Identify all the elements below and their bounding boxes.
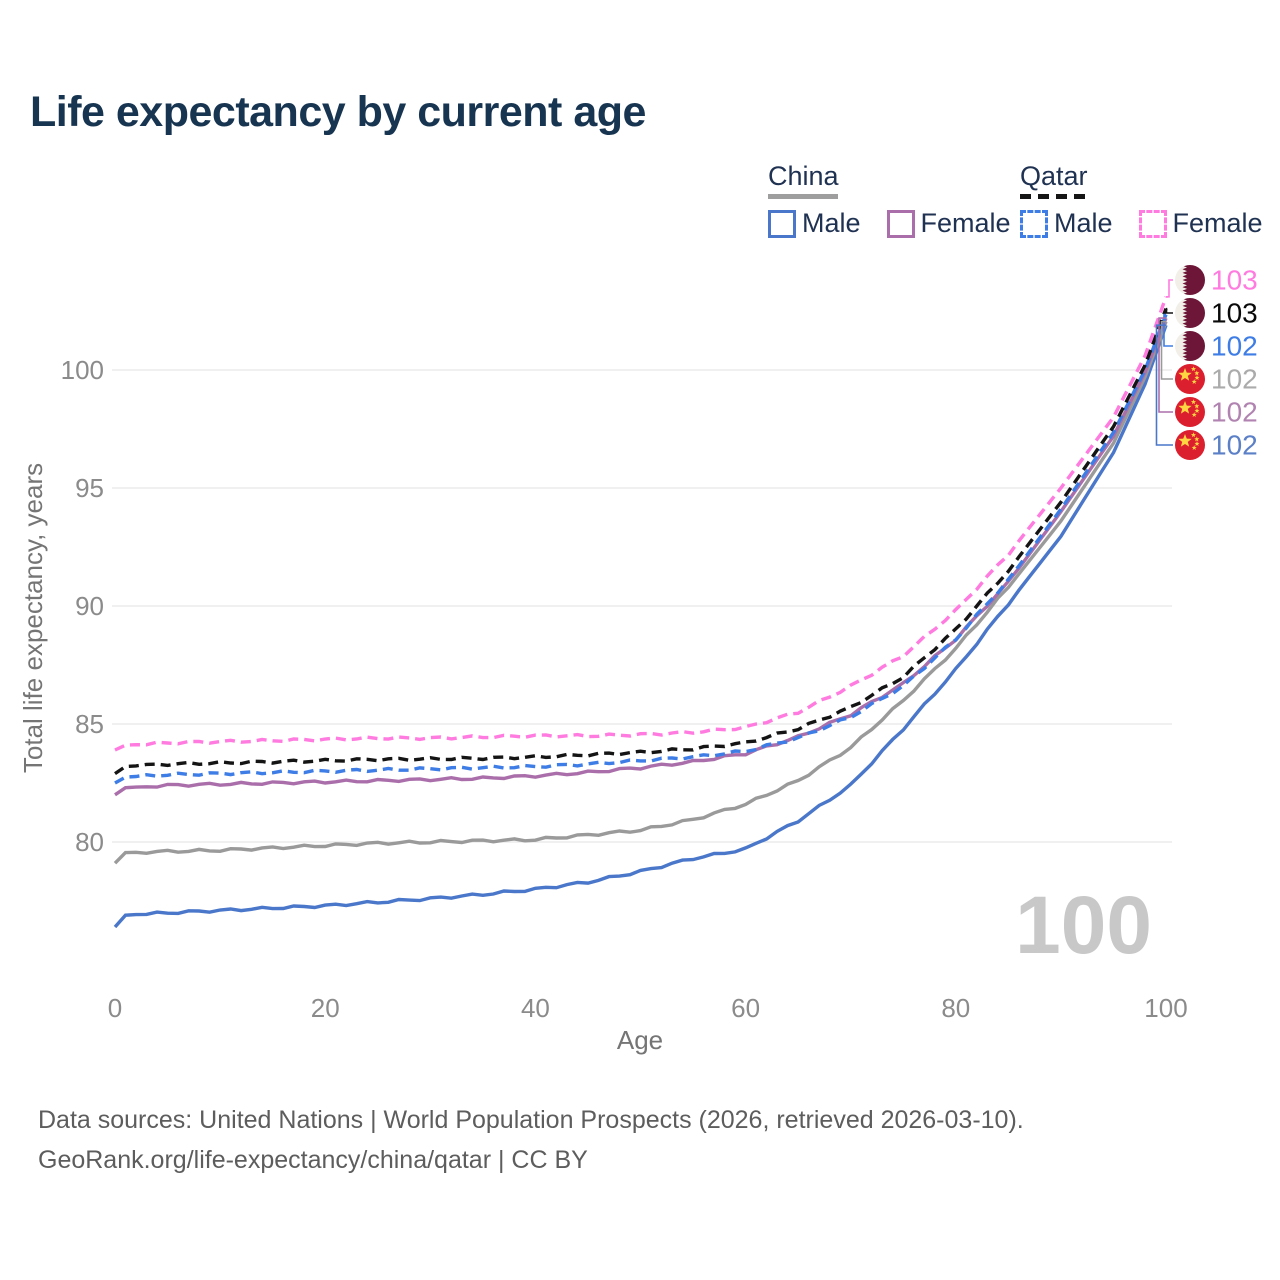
y-tick-label-85: 85 [75, 709, 104, 739]
legend-underline-qatar-dashed [1020, 194, 1088, 199]
series-line-qatar-both-sexes[interactable] [114, 308, 1168, 776]
legend-item-label: Male [802, 208, 861, 238]
end-label-leader-lines [1155, 279, 1173, 446]
legend-item-china-female[interactable]: Female [886, 208, 1011, 239]
qatar-flag-icon [1175, 265, 1205, 295]
x-tick-label-20: 20 [311, 993, 340, 1023]
x-tick-label-0: 0 [108, 993, 122, 1023]
leader-line-qatar-male [1163, 313, 1173, 347]
china-male-swatch-icon [768, 209, 796, 238]
x-tick-label-80: 80 [941, 993, 970, 1023]
leader-line-china-both-sexes [1160, 320, 1173, 380]
y-tick-label-80: 80 [75, 827, 104, 857]
series-line-china-female[interactable] [114, 317, 1168, 797]
x-tick-label-100: 100 [1144, 993, 1187, 1023]
qatar-flag-icon [1175, 298, 1205, 328]
legend-item-label: Female [1172, 208, 1263, 238]
end-value-label-1: 103 [1211, 298, 1258, 329]
series-line-qatar-female[interactable] [114, 296, 1168, 752]
x-tick-label-60: 60 [731, 993, 760, 1023]
leader-line-qatar-female [1166, 279, 1173, 298]
page-title: Life expectancy by current age [30, 88, 646, 136]
y-tick-label-95: 95 [75, 473, 104, 503]
x-axis-title: Age [617, 1025, 663, 1055]
end-value-label-0: 103 [1211, 265, 1258, 296]
series-line-china-male[interactable] [113, 324, 1168, 929]
qatar-male-swatch-icon [1020, 209, 1048, 238]
y-axis-title: Total life expectancy, years [18, 463, 48, 773]
legend-item-label: Male [1054, 208, 1113, 238]
china-flag-icon [1175, 364, 1205, 394]
end-value-label-3: 102 [1211, 364, 1258, 395]
x-tick-label-40: 40 [521, 993, 550, 1023]
legend-title-qatar: Qatar [1020, 161, 1088, 191]
end-value-label-2: 102 [1211, 331, 1258, 362]
leader-line-qatar-both-sexes [1165, 307, 1173, 314]
china-flag-icon [1175, 430, 1205, 460]
qatar-female-swatch-icon [1138, 209, 1167, 238]
china-flag-icon [1175, 397, 1205, 427]
attribution-text: GeoRank.org/life-expectancy/china/qatar … [38, 1146, 588, 1174]
legend-item-qatar-male[interactable]: Male [1020, 208, 1113, 239]
legend-group-china: China Male Female [768, 161, 1011, 239]
age-counter-watermark: 100 [1015, 880, 1152, 971]
legend-item-china-male[interactable]: Male [768, 208, 861, 239]
data-sources-text: Data sources: United Nations | World Pop… [38, 1106, 1024, 1134]
gridlines [112, 369, 1172, 843]
legend-item-qatar-female[interactable]: Female [1138, 208, 1263, 239]
series-line-china-both-sexes[interactable] [113, 320, 1168, 865]
legend-group-qatar: Qatar Male Female [1020, 161, 1263, 239]
y-tick-label-100: 100 [61, 355, 104, 385]
leader-line-china-female [1158, 317, 1173, 413]
end-value-label-4: 102 [1211, 397, 1258, 428]
legend-item-label: Female [920, 208, 1011, 238]
end-value-label-5: 102 [1211, 430, 1258, 461]
leader-line-china-male [1155, 324, 1173, 446]
series-line-qatar-male[interactable] [114, 313, 1168, 785]
y-tick-label-90: 90 [75, 591, 104, 621]
china-female-swatch-icon [886, 209, 915, 238]
qatar-flag-icon [1175, 331, 1205, 361]
legend-title-china: China [768, 161, 839, 191]
legend-underline-china-solid [768, 194, 838, 199]
